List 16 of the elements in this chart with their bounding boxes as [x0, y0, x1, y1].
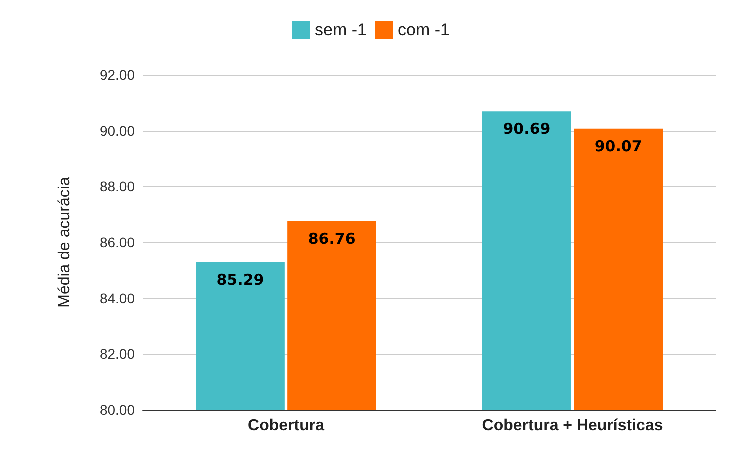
y-tick-label: 82.00 [100, 346, 136, 362]
legend-label: sem -1 [315, 20, 368, 40]
x-tick-label: Cobertura + Heurísticas [482, 418, 664, 434]
x-tick-label: Cobertura [248, 418, 325, 434]
y-axis-title: Média de acurácia [56, 177, 74, 308]
y-tick-label: 92.00 [100, 67, 136, 83]
y-tick-label: 86.00 [100, 234, 136, 250]
data-label: 90.69 [503, 120, 551, 138]
legend-label: com -1 [398, 20, 450, 40]
data-label: 86.76 [308, 230, 356, 248]
data-label: 85.29 [216, 270, 264, 289]
y-tick-label: 80.00 [100, 402, 136, 418]
y-tick-label: 88.00 [100, 178, 136, 195]
data-label: 90.07 [594, 137, 642, 156]
y-tick-label: 84.00 [100, 290, 136, 306]
y-tick-label: 90.00 [100, 122, 136, 139]
